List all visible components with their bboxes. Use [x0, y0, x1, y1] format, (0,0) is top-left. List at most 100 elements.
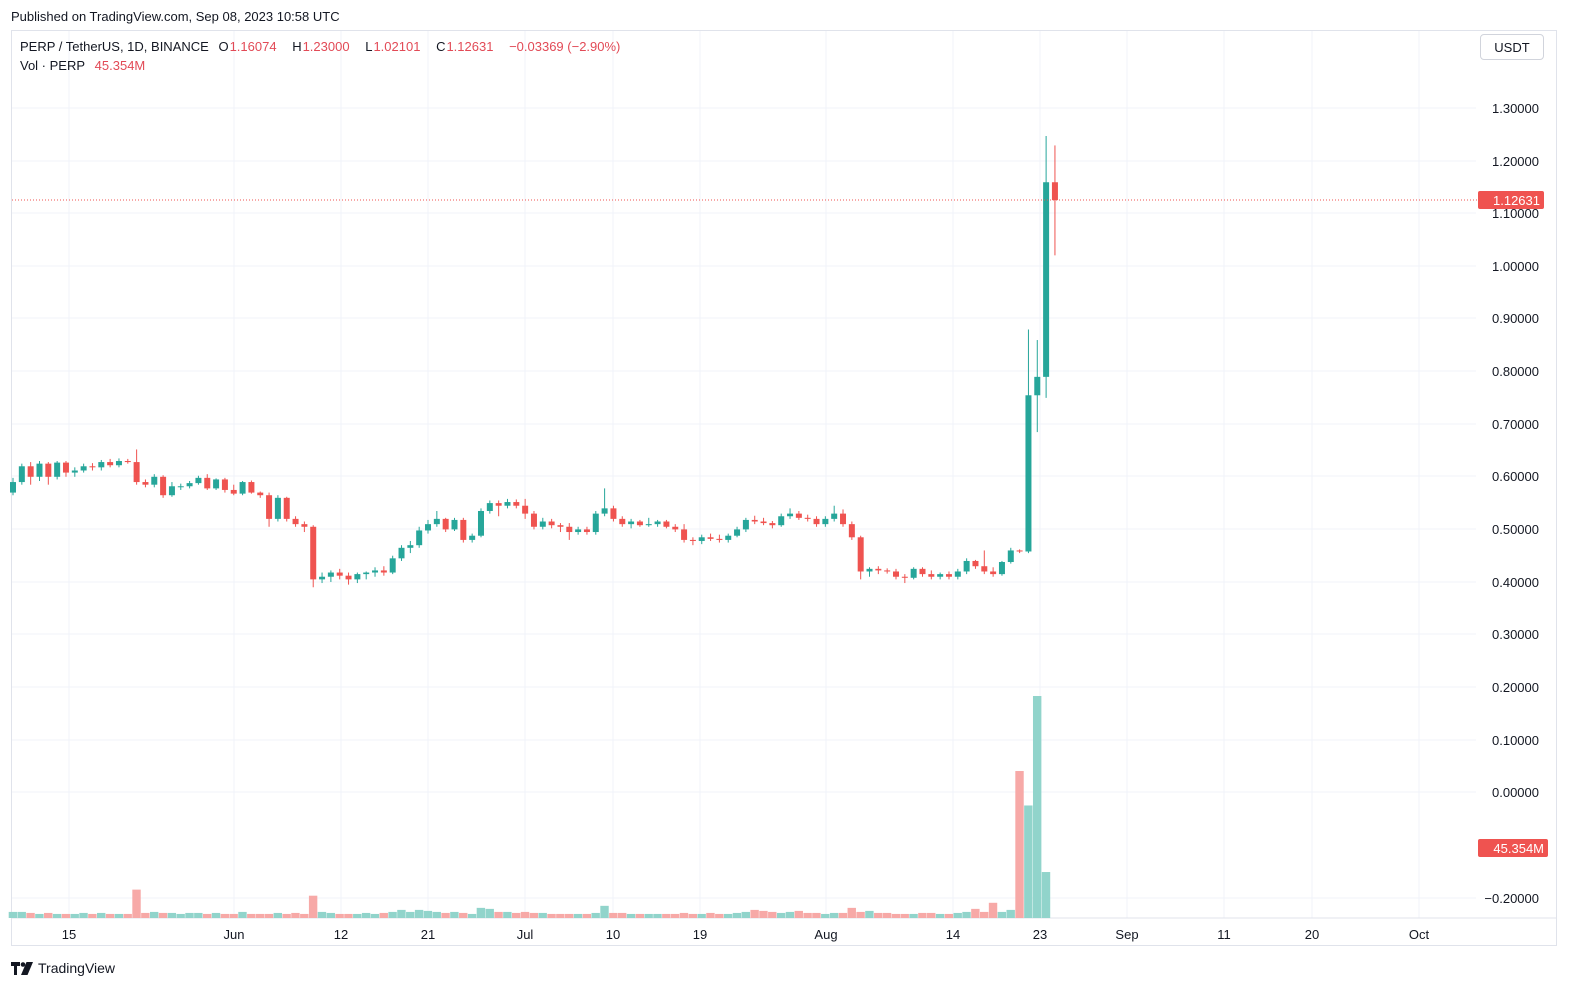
volume-bar [670, 913, 680, 918]
volume-bar [662, 913, 671, 918]
candle-body [725, 535, 732, 540]
candle-body [522, 505, 529, 514]
time-tick-label: 19 [693, 927, 707, 942]
volume-bar [776, 912, 786, 918]
volume-bar [264, 913, 274, 918]
candle-body [831, 513, 838, 519]
candle-body [848, 524, 855, 538]
volume-bar [317, 911, 327, 918]
candle-body [945, 574, 952, 577]
volume-bar [414, 909, 424, 918]
volume-bar [308, 895, 318, 918]
candle-body [610, 508, 617, 519]
volume-bar [397, 909, 406, 918]
candle-body [981, 566, 988, 572]
candle-body [36, 463, 43, 477]
candle-body [327, 572, 334, 577]
volume-bar [821, 913, 830, 918]
price-tick-label: 0.00000 [1492, 785, 1539, 800]
volume-bar [105, 913, 115, 918]
volume-bar [353, 913, 362, 918]
time-tick-label: Jul [517, 927, 534, 942]
tradingview-brand[interactable]: TradingView [11, 960, 115, 976]
candle-body [998, 562, 1005, 575]
price-tick-label: 0.30000 [1492, 627, 1539, 642]
volume-bar [741, 911, 750, 918]
candle-body [45, 463, 52, 477]
candle-body [513, 502, 520, 506]
last-price-line: 1.12631 45.354M [12, 190, 1548, 857]
legend-close: 1.12631 [446, 39, 494, 54]
candle-body [751, 519, 758, 522]
volume-bar [494, 911, 503, 918]
candle-body [230, 489, 237, 494]
legend-vol-label[interactable]: Vol · PERP [20, 58, 86, 73]
candle-body [716, 538, 723, 540]
volume-bar [141, 912, 150, 918]
volume-bar [79, 912, 88, 918]
candle-body [972, 560, 979, 567]
volume-bar [944, 913, 954, 918]
volume-bar [927, 912, 936, 918]
candle-body [822, 518, 829, 525]
candle-body [557, 525, 564, 527]
volume-bar [900, 913, 909, 918]
volume-bar [1006, 909, 1015, 918]
candle-body [1043, 182, 1050, 377]
candle-body [840, 513, 847, 525]
volume-bar [935, 913, 945, 918]
candle-body [18, 466, 25, 483]
volume-bar [918, 912, 927, 918]
candle-body [54, 462, 61, 477]
candle-body [601, 508, 608, 514]
volume-bar [238, 911, 247, 918]
candle-body [928, 574, 935, 577]
volume-bar [529, 912, 539, 918]
volume-bar [600, 905, 609, 918]
volume-bar [26, 912, 35, 918]
volume-bar [503, 911, 512, 918]
volume-bar [609, 912, 618, 918]
brand-name: TradingView [38, 960, 116, 976]
candle-body [425, 524, 432, 531]
candle-body [689, 539, 696, 541]
candle-body [681, 529, 688, 540]
candle-body [115, 461, 122, 466]
candle-body [813, 518, 820, 525]
legend-symbol[interactable]: PERP / TetherUS, 1D, BINANCE [20, 39, 209, 54]
volume-bar [980, 911, 989, 918]
candle-body [168, 486, 175, 496]
volume-bar [114, 913, 124, 918]
volume-bar [97, 912, 106, 918]
candles [10, 135, 1058, 588]
volume-bar [847, 907, 856, 918]
legend-high: 1.23000 [302, 39, 350, 54]
volume-bar [644, 913, 653, 918]
candle-body [160, 476, 167, 496]
candle-body [504, 502, 511, 506]
volume-bar [953, 912, 962, 918]
candle-body [919, 568, 926, 575]
volume-bar [759, 910, 768, 918]
candle-body [628, 521, 635, 525]
volume-bar [476, 907, 486, 918]
candle-body [486, 503, 493, 511]
candle-body [654, 521, 661, 525]
volume-bar [70, 913, 79, 918]
volume-bar [52, 913, 62, 918]
candle-body [857, 537, 864, 572]
legend-open-key: O [218, 39, 229, 54]
candle-body [442, 518, 449, 530]
volume-bar [997, 911, 1007, 918]
volume-bar [88, 913, 97, 918]
candle-body [124, 461, 131, 463]
candle-body [319, 576, 326, 580]
price-axis: 1.30000 1.20000 1.10000 1.00000 0.90000 0.800… [1484, 101, 1539, 906]
volume-bar [370, 913, 380, 918]
candle-body [407, 545, 414, 548]
candle-body [142, 482, 149, 485]
volume-bar [679, 912, 689, 918]
currency-button[interactable]: USDT [1480, 34, 1544, 60]
candle-body [416, 530, 423, 546]
